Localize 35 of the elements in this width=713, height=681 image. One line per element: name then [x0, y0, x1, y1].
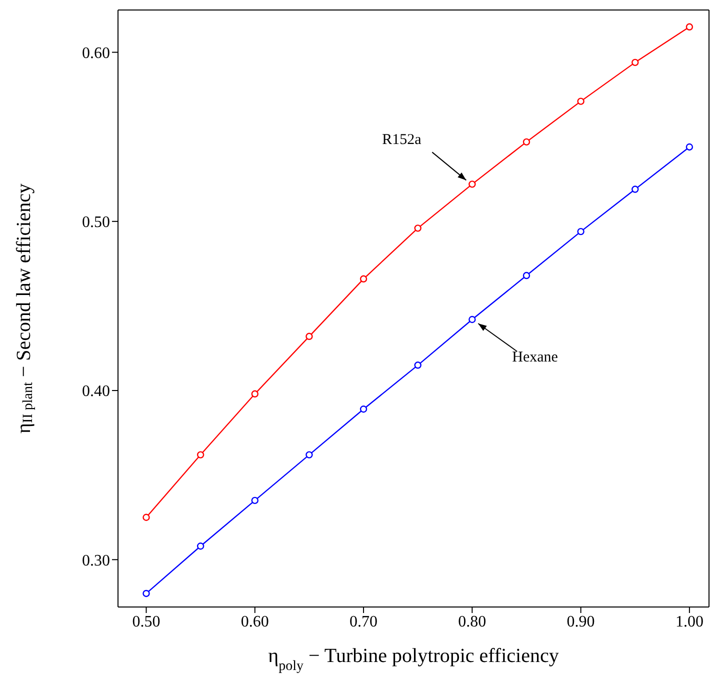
- point: [414, 362, 422, 369]
- point: [686, 143, 694, 151]
- point: [360, 406, 368, 413]
- point: [686, 23, 694, 31]
- point: [632, 186, 639, 193]
- point: [414, 224, 422, 232]
- point: [251, 390, 258, 398]
- y-tick-label: 0.60: [82, 44, 110, 62]
- x-tick-label: 0.90: [566, 613, 595, 630]
- point: [577, 228, 584, 236]
- point: [251, 496, 258, 504]
- x-tick-label: 0.60: [240, 613, 269, 630]
- x-tick-label: 1.00: [675, 613, 704, 630]
- point: [196, 542, 204, 550]
- point: [306, 332, 313, 340]
- x-axis-title: η$_{poly}$ − Turbine polytropic efficiency: [268, 645, 559, 674]
- point: [142, 590, 150, 598]
- point: [632, 58, 639, 66]
- point: [577, 98, 584, 105]
- x-tick-label: 0.70: [350, 613, 378, 630]
- point: [142, 514, 150, 521]
- point: [196, 451, 204, 458]
- point: [468, 180, 476, 188]
- y-tick-label: 0.40: [82, 383, 110, 400]
- point: [468, 316, 476, 324]
- point: [360, 275, 368, 283]
- y-tick-label: 0.30: [82, 552, 110, 570]
- point: [522, 138, 530, 146]
- x-tick-label: 0.80: [458, 613, 486, 630]
- text: Hexane: [512, 349, 558, 366]
- point: [522, 272, 530, 280]
- text: R152a: [382, 132, 422, 148]
- point: [306, 451, 313, 458]
- y-tick-label: 0.50: [82, 214, 110, 232]
- x-tick-label: 0.50: [132, 613, 160, 630]
